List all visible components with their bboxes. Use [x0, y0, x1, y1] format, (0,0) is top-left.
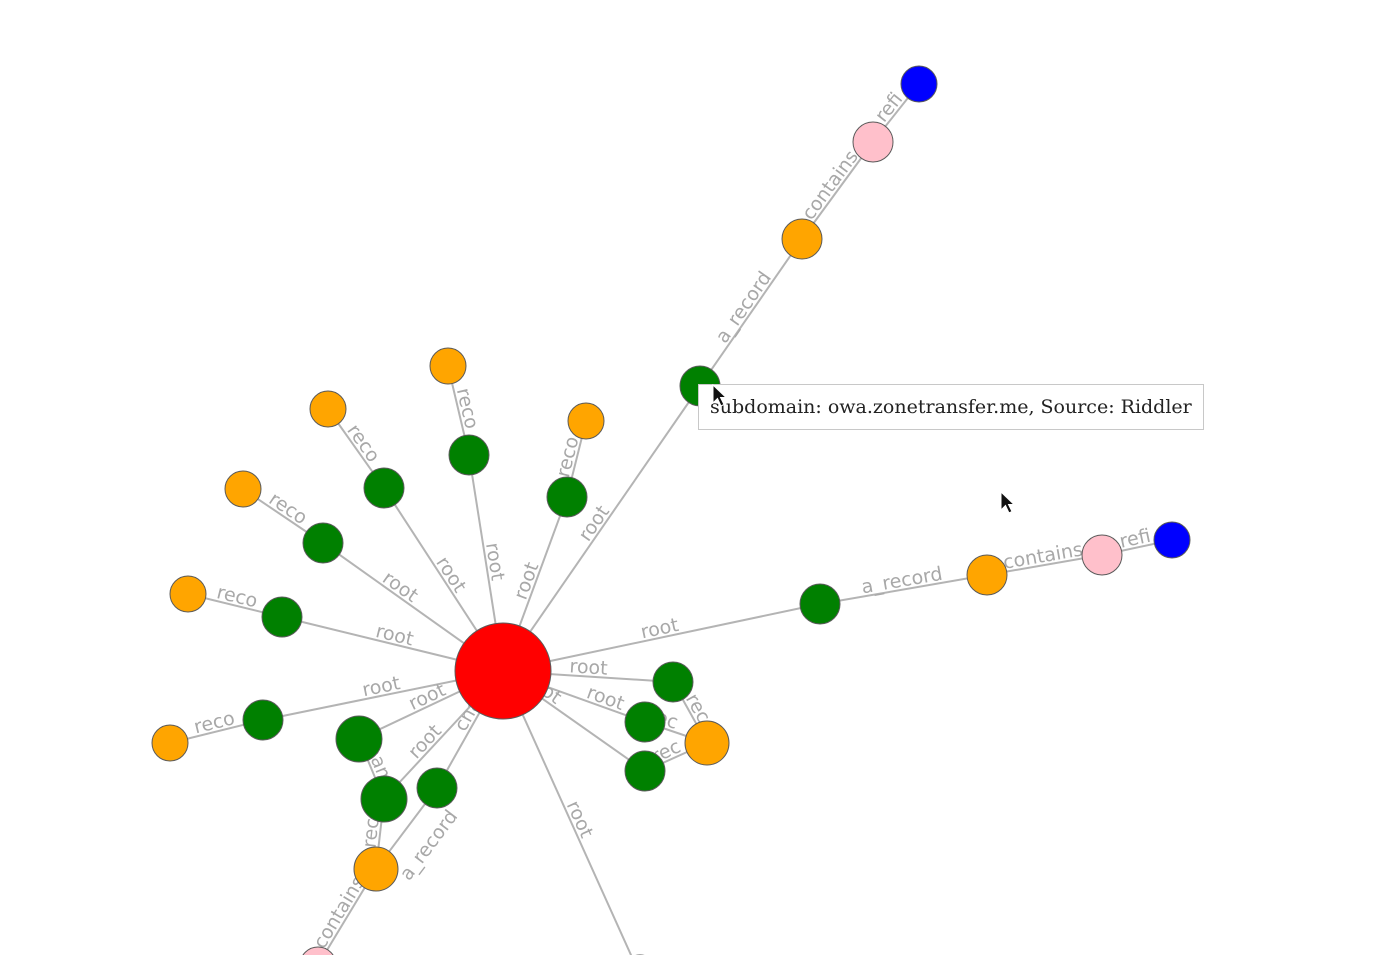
asn-node[interactable] [1153, 521, 1191, 559]
edge-label: reco [342, 420, 384, 466]
edge-label: reco [192, 707, 237, 738]
edge-label: root [374, 620, 416, 650]
subdomain-node[interactable] [448, 434, 490, 476]
ip-node[interactable] [224, 470, 262, 508]
edge-label: root [510, 559, 544, 602]
edge-label: root [360, 672, 402, 701]
node-tooltip: subdomain: owa.zonetransfer.me, Source: … [698, 384, 1204, 430]
subdomain-node[interactable] [652, 661, 694, 703]
mouse-cursor-icon [1000, 491, 1016, 514]
edge-label: root [562, 797, 598, 841]
subdomain-node[interactable] [302, 522, 344, 564]
edge-root-g1[interactable] [502, 385, 701, 672]
asn-node[interactable] [900, 65, 938, 103]
edge-g1-o1[interactable] [699, 238, 803, 387]
edge-label: reco [215, 581, 260, 612]
edge-label: a_record [860, 563, 944, 599]
edge-label: refi [1118, 525, 1153, 553]
edge-root-g2[interactable] [502, 603, 821, 672]
subdomain-node[interactable] [624, 701, 666, 743]
netblock-node[interactable] [300, 946, 336, 955]
subdomain-node[interactable] [360, 775, 408, 823]
ip-node[interactable] [169, 575, 207, 613]
subdomain-node[interactable] [363, 467, 405, 509]
netblock-node[interactable] [852, 121, 894, 163]
ip-node[interactable] [781, 218, 823, 260]
edge-label: reco [265, 488, 311, 529]
edge-label: root [481, 541, 509, 582]
edge-label: a_record [711, 267, 776, 347]
ip-node[interactable] [353, 846, 399, 892]
edge-label: root [639, 614, 681, 643]
ip-node[interactable] [429, 347, 467, 385]
edge-label: root [569, 655, 608, 679]
subdomain-node[interactable] [624, 750, 666, 792]
edge-label: refi [871, 88, 908, 126]
edge-g2-o2[interactable] [819, 574, 988, 605]
ip-node[interactable] [151, 724, 189, 762]
edge-label: root [404, 720, 446, 763]
edge-label: root [431, 553, 470, 597]
subdomain-node[interactable] [799, 583, 841, 625]
edge-label: reco [452, 386, 483, 431]
subdomain-node[interactable] [546, 476, 588, 518]
ip-node[interactable] [309, 390, 347, 428]
edge-root-x1[interactable] [502, 670, 640, 955]
edge-label: root [378, 567, 422, 607]
edge-label: contains [798, 146, 863, 224]
netblock-node[interactable] [1081, 534, 1123, 576]
ip-node[interactable] [567, 402, 605, 440]
ip-node[interactable] [966, 554, 1008, 596]
mouse-cursor-icon [712, 384, 728, 407]
subdomain-node[interactable] [242, 699, 284, 741]
ip-node[interactable] [684, 720, 730, 766]
edge-label: rec [358, 817, 383, 849]
subdomain-node[interactable] [416, 767, 458, 809]
edge-label: reco [552, 434, 583, 479]
subdomain-node[interactable] [261, 596, 303, 638]
edge-label: a_record [395, 806, 462, 885]
subdomain-node[interactable] [335, 715, 383, 763]
edge-label: contains [1001, 538, 1084, 573]
edge-label: root [584, 681, 627, 715]
root-node[interactable] [454, 622, 552, 720]
